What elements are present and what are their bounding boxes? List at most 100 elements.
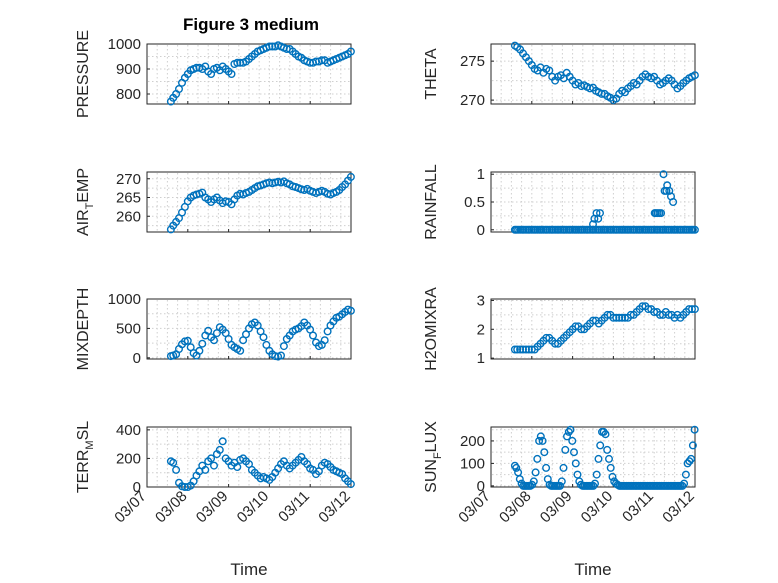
data-point	[174, 84, 183, 93]
data-point	[594, 454, 603, 463]
subplot-h2omixra: 1 2 3 H2OMIXRA	[423, 287, 699, 371]
xtick-label: 03/07	[111, 488, 150, 527]
data-point	[512, 463, 521, 472]
xtick-label: 03/09	[193, 488, 232, 527]
xtick-label: 03/11	[275, 488, 313, 526]
ytick-label: 200	[116, 450, 141, 467]
subplot-mixdepth: 0 500 1000 MIXDEPTH	[75, 288, 355, 371]
data-point	[609, 313, 618, 322]
data-point	[589, 220, 598, 229]
data-point	[233, 463, 242, 472]
data-point	[198, 339, 207, 348]
data-point	[591, 479, 600, 488]
data-point	[564, 427, 573, 436]
data-point	[204, 326, 213, 335]
data-point	[570, 448, 579, 457]
xtick-label: 03/07	[455, 488, 494, 527]
data-point	[601, 430, 610, 439]
data-point	[169, 458, 178, 467]
data-point	[603, 445, 612, 454]
data-point	[218, 437, 227, 446]
data-point	[215, 445, 224, 454]
y-axis-label: TERRMSL	[75, 421, 96, 493]
data-point	[688, 305, 697, 314]
data-point	[183, 336, 192, 345]
xtick-label: 03/12	[659, 488, 698, 527]
ytick-label: 1	[477, 166, 485, 183]
data-point	[346, 172, 355, 181]
ytick-label: 270	[116, 171, 141, 188]
ytick-label: 275	[460, 53, 485, 70]
data-point	[662, 186, 671, 195]
data-point	[612, 313, 621, 322]
data-point	[535, 436, 544, 445]
data-point	[513, 345, 522, 354]
data-point	[608, 472, 617, 481]
xtick-label: 03/12	[315, 488, 354, 527]
xtick-label: 03/09	[537, 488, 576, 527]
ytick-label: 3	[477, 292, 485, 309]
data-point	[279, 342, 288, 351]
y-axis-label: THETA	[423, 48, 440, 100]
data-point	[568, 436, 577, 445]
data-point	[265, 42, 274, 51]
xtick-label: 03/10	[234, 488, 273, 527]
data-point	[209, 461, 218, 470]
data-point	[346, 306, 355, 315]
data-point	[531, 468, 540, 477]
subplot-sun-flux: 0 100 200 03/07 03/08 03/09 03/10 03/11 03/12 Tim…	[423, 421, 699, 579]
data-point	[515, 475, 524, 484]
data-point	[615, 313, 624, 322]
data-point	[557, 477, 566, 486]
data-point	[690, 71, 699, 80]
data-point	[277, 351, 286, 360]
data-point	[688, 441, 697, 450]
data-point	[545, 66, 554, 75]
y-axis-label: SUNFLUX	[423, 421, 444, 493]
data-point	[681, 470, 690, 479]
y-axis-label: AIRTEMP	[75, 168, 96, 236]
ytick-label: 260	[116, 208, 141, 225]
ytick-label: 265	[116, 190, 141, 207]
xtick-label: 03/11	[619, 488, 657, 526]
data-point	[542, 463, 551, 472]
xtick-label: 03/10	[578, 488, 617, 527]
data-point	[596, 441, 605, 450]
data-point	[559, 463, 568, 472]
data-point	[690, 225, 699, 234]
data-point	[207, 454, 216, 463]
data-point	[690, 425, 699, 434]
x-axis-label: Time	[574, 560, 611, 579]
subplot-pressure: 800 900 1000 PRESSURE	[75, 30, 355, 118]
data-point	[201, 465, 210, 474]
data-point	[687, 454, 696, 463]
ytick-label: 270	[460, 92, 485, 109]
data-point	[606, 463, 615, 472]
data-point	[510, 345, 519, 354]
data-point	[538, 436, 547, 445]
data-point	[529, 477, 538, 486]
ytick-label: 0	[133, 479, 141, 496]
data-point	[346, 47, 355, 56]
data-point	[233, 58, 242, 67]
data-point	[596, 209, 605, 218]
data-point	[556, 481, 565, 490]
ytick-label: 0.5	[464, 194, 485, 211]
ytick-label: 0	[133, 350, 141, 367]
xtick-label: 03/08	[152, 488, 191, 527]
ytick-label: 200	[460, 433, 485, 450]
data-point	[209, 336, 218, 345]
data-point	[657, 209, 666, 218]
data-point	[540, 448, 549, 457]
y-axis-label: PRESSURE	[75, 30, 92, 118]
y-axis-label: MIXDEPTH	[75, 288, 92, 371]
y-axis-label: H2OMIXRA	[423, 287, 440, 371]
data-point	[690, 305, 699, 314]
data-point	[524, 345, 533, 354]
ytick-label: 800	[116, 86, 141, 103]
data-point	[309, 331, 318, 340]
data-point	[566, 425, 575, 434]
data-point	[618, 313, 627, 322]
